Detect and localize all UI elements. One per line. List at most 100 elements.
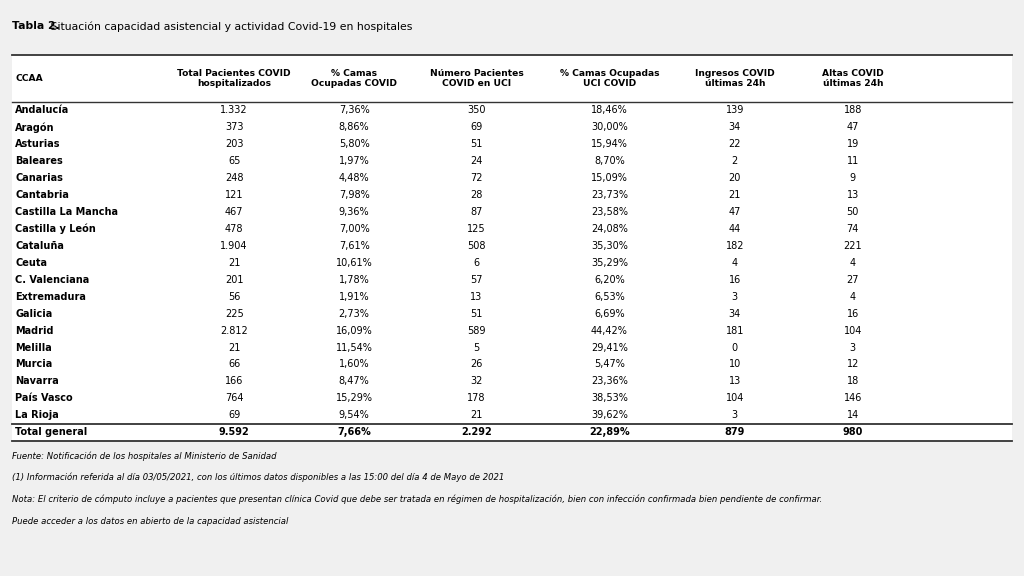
Text: 19: 19 [847, 139, 859, 149]
Text: 21: 21 [470, 410, 482, 420]
Text: Total Pacientes COVID
hospitalizados: Total Pacientes COVID hospitalizados [177, 69, 291, 88]
Text: 9: 9 [850, 173, 856, 183]
Text: 350: 350 [467, 105, 485, 115]
Text: Nota: El criterio de cómputo incluye a pacientes que presentan clínica Covid que: Nota: El criterio de cómputo incluye a p… [12, 495, 822, 504]
Text: 13: 13 [847, 190, 859, 200]
Text: 22: 22 [729, 139, 741, 149]
Text: 16,09%: 16,09% [336, 325, 373, 336]
Text: 121: 121 [225, 190, 244, 200]
Text: 23,73%: 23,73% [591, 190, 628, 200]
Text: 44,42%: 44,42% [591, 325, 628, 336]
Text: 139: 139 [726, 105, 744, 115]
Text: 0: 0 [732, 343, 738, 353]
Text: 104: 104 [844, 325, 862, 336]
Text: 4: 4 [850, 291, 856, 302]
Text: Murcia: Murcia [15, 359, 52, 369]
Text: 225: 225 [225, 309, 244, 319]
Text: 11,54%: 11,54% [336, 343, 373, 353]
Text: 104: 104 [726, 393, 744, 403]
Text: Baleares: Baleares [15, 156, 63, 166]
Text: Andalucía: Andalucía [15, 105, 70, 115]
Text: 21: 21 [228, 258, 241, 268]
Text: Tabla 2.: Tabla 2. [12, 21, 60, 31]
Text: 51: 51 [470, 139, 482, 149]
Text: 764: 764 [225, 393, 244, 403]
Text: 24,08%: 24,08% [591, 224, 628, 234]
Text: 7,36%: 7,36% [339, 105, 370, 115]
Text: La Rioja: La Rioja [15, 410, 59, 420]
Text: 15,94%: 15,94% [591, 139, 628, 149]
Text: 4: 4 [850, 258, 856, 268]
Text: C. Valenciana: C. Valenciana [15, 275, 90, 285]
Text: 9,54%: 9,54% [339, 410, 370, 420]
Text: 13: 13 [729, 376, 741, 386]
Text: 3: 3 [732, 410, 738, 420]
Text: 16: 16 [729, 275, 741, 285]
Text: 188: 188 [844, 105, 862, 115]
Text: 50: 50 [847, 207, 859, 217]
Text: 26: 26 [470, 359, 482, 369]
Text: 467: 467 [225, 207, 244, 217]
Text: 6: 6 [473, 258, 479, 268]
Text: 87: 87 [470, 207, 482, 217]
Text: 47: 47 [847, 122, 859, 132]
Text: Puede acceder a los datos en abierto de la capacidad asistencial: Puede acceder a los datos en abierto de … [12, 517, 292, 526]
Text: % Camas
Ocupadas COVID: % Camas Ocupadas COVID [311, 69, 397, 88]
Text: 9.592: 9.592 [219, 427, 250, 437]
Text: 57: 57 [470, 275, 482, 285]
Text: (1) Información referida al día 03/05/2021, con los últimos datos disponibles a : (1) Información referida al día 03/05/20… [12, 473, 505, 482]
Text: 10: 10 [729, 359, 741, 369]
Text: Altas COVID
últimas 24h: Altas COVID últimas 24h [822, 69, 884, 88]
Text: Castilla y León: Castilla y León [15, 223, 96, 234]
Text: 5,80%: 5,80% [339, 139, 370, 149]
Text: 125: 125 [467, 224, 485, 234]
Text: 2,73%: 2,73% [339, 309, 370, 319]
Text: 6,20%: 6,20% [594, 275, 625, 285]
Text: 3: 3 [850, 343, 856, 353]
Text: 7,98%: 7,98% [339, 190, 370, 200]
Text: 182: 182 [726, 241, 744, 251]
Text: Extremadura: Extremadura [15, 291, 86, 302]
Text: 2.292: 2.292 [461, 427, 492, 437]
Text: 34: 34 [729, 122, 741, 132]
Text: País Vasco: País Vasco [15, 393, 73, 403]
Text: 51: 51 [470, 309, 482, 319]
Text: 22,89%: 22,89% [589, 427, 630, 437]
Text: 13: 13 [470, 291, 482, 302]
Text: 589: 589 [467, 325, 485, 336]
Text: 18,46%: 18,46% [591, 105, 628, 115]
Text: 21: 21 [228, 343, 241, 353]
Text: 146: 146 [844, 393, 862, 403]
Text: 6,53%: 6,53% [594, 291, 625, 302]
Text: 18: 18 [847, 376, 859, 386]
Text: Melilla: Melilla [15, 343, 52, 353]
Text: 1,78%: 1,78% [339, 275, 370, 285]
Text: 66: 66 [228, 359, 241, 369]
Text: 11: 11 [847, 156, 859, 166]
Text: 7,66%: 7,66% [337, 427, 371, 437]
Text: 178: 178 [467, 393, 485, 403]
Text: 44: 44 [729, 224, 741, 234]
Text: 1.904: 1.904 [220, 241, 248, 251]
Text: 879: 879 [725, 427, 745, 437]
Text: 181: 181 [726, 325, 744, 336]
Text: 373: 373 [225, 122, 244, 132]
Text: 15,09%: 15,09% [591, 173, 628, 183]
Text: 8,86%: 8,86% [339, 122, 370, 132]
Text: CCAA: CCAA [15, 74, 43, 83]
Text: Cantabria: Cantabria [15, 190, 70, 200]
Text: 1,91%: 1,91% [339, 291, 370, 302]
Text: Número Pacientes
COVID en UCI: Número Pacientes COVID en UCI [430, 69, 523, 88]
Text: 34: 34 [729, 309, 741, 319]
Text: 2.812: 2.812 [220, 325, 248, 336]
Text: 4: 4 [732, 258, 738, 268]
Text: 201: 201 [225, 275, 244, 285]
Text: 29,41%: 29,41% [591, 343, 628, 353]
Text: 16: 16 [847, 309, 859, 319]
Text: Madrid: Madrid [15, 325, 54, 336]
Text: 248: 248 [225, 173, 244, 183]
Text: 4,48%: 4,48% [339, 173, 370, 183]
Text: Fuente: Notificación de los hospitales al Ministerio de Sanidad: Fuente: Notificación de los hospitales a… [12, 451, 276, 460]
Text: 65: 65 [228, 156, 241, 166]
Text: 24: 24 [470, 156, 482, 166]
